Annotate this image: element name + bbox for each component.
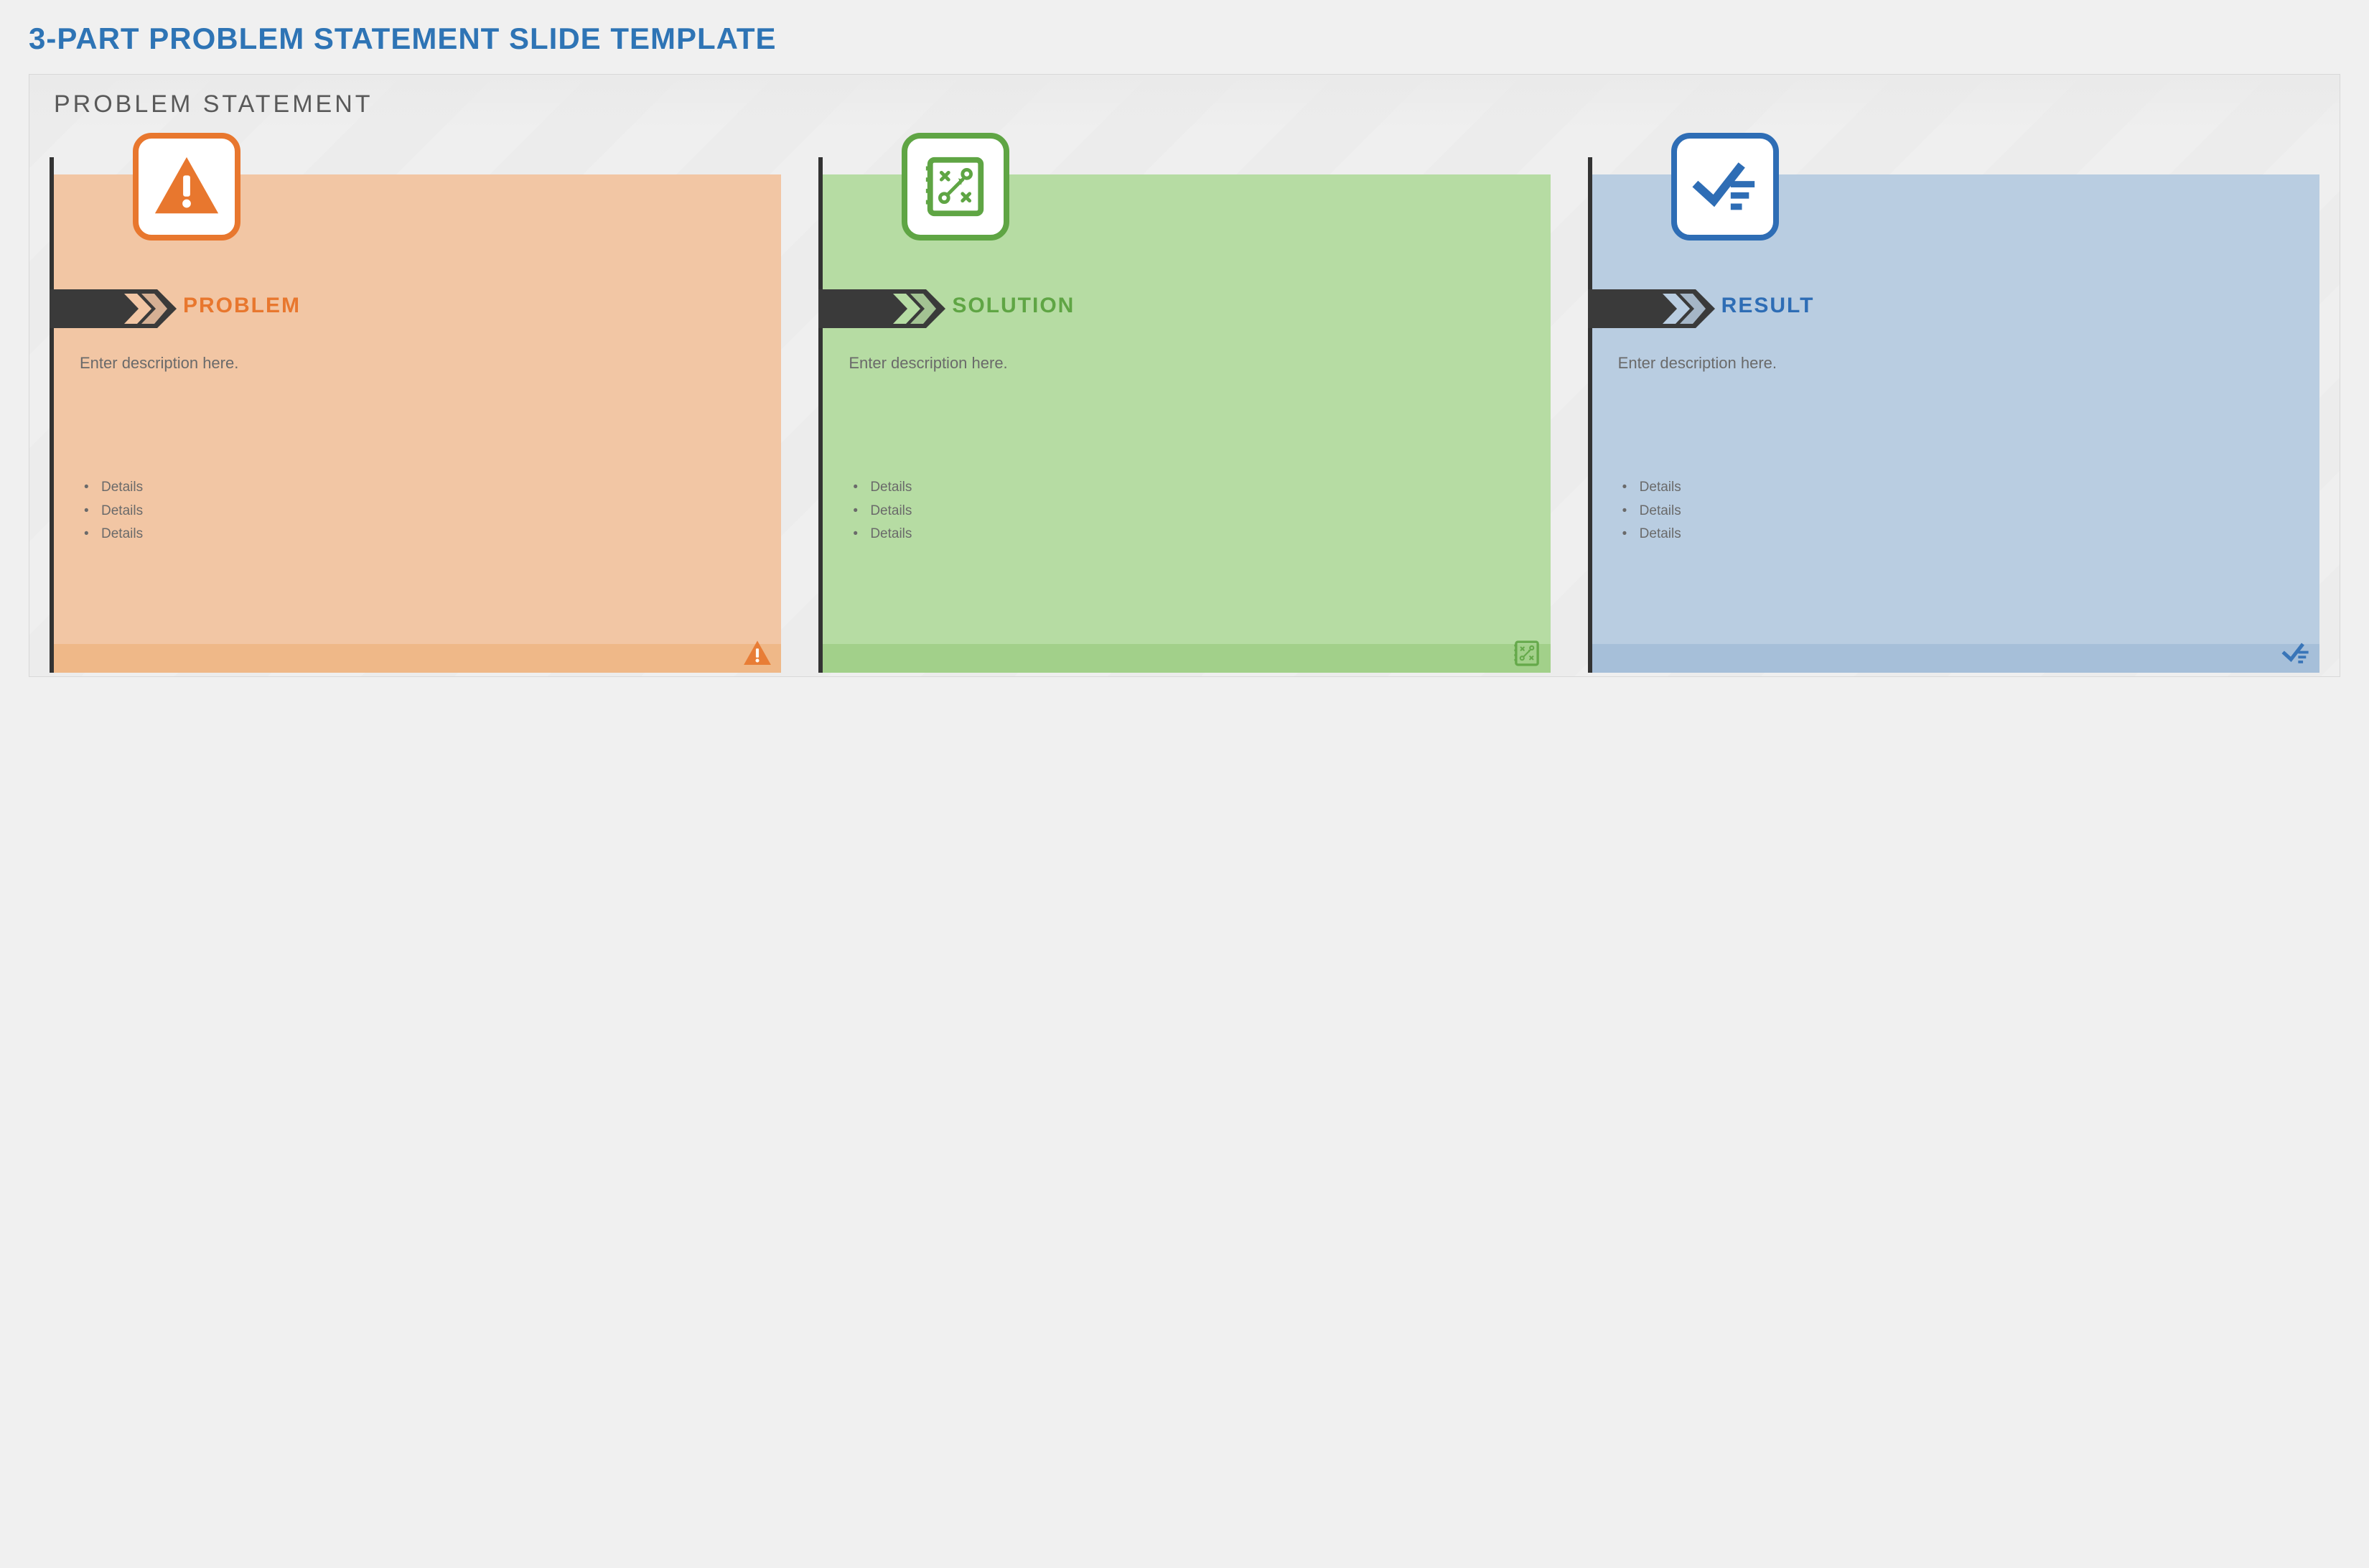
cards-row: PROBLEM Enter description here. DetailsD… xyxy=(29,129,2340,673)
card-footer xyxy=(823,644,1550,673)
card-title: PROBLEM xyxy=(183,294,301,318)
card-details-list: DetailsDetailsDetails xyxy=(849,476,1530,546)
card-details-list: DetailsDetailsDetails xyxy=(80,476,761,546)
card-problem: PROBLEM Enter description here. DetailsD… xyxy=(50,157,781,673)
card-body: PROBLEM Enter description here. DetailsD… xyxy=(54,174,781,673)
card-border: SOLUTION Enter description here. Details… xyxy=(818,157,1550,673)
card-description: Enter description here. xyxy=(80,354,761,373)
card-body: SOLUTION Enter description here. Details… xyxy=(823,174,1550,673)
card-result: RESULT Enter description here. DetailsDe… xyxy=(1588,157,2319,673)
card-border: RESULT Enter description here. DetailsDe… xyxy=(1588,157,2319,673)
card-description: Enter description here. xyxy=(1618,354,2299,373)
warning-footer-icon xyxy=(742,638,772,668)
strategy-icon xyxy=(902,133,1009,241)
card-description: Enter description here. xyxy=(849,354,1530,373)
slide-header: PROBLEM STATEMENT xyxy=(29,75,2340,129)
chevron-icon xyxy=(1663,294,1706,327)
card-footer xyxy=(54,644,781,673)
detail-item: Details xyxy=(849,523,1530,546)
detail-item: Details xyxy=(80,500,761,523)
detail-item: Details xyxy=(1618,500,2299,523)
detail-item: Details xyxy=(80,476,761,500)
chevron-icon xyxy=(893,294,936,327)
card-solution: SOLUTION Enter description here. Details… xyxy=(818,157,1550,673)
page-title: 3-PART PROBLEM STATEMENT SLIDE TEMPLATE xyxy=(29,22,2340,56)
check-icon xyxy=(1671,133,1779,241)
card-footer xyxy=(1592,644,2319,673)
detail-item: Details xyxy=(1618,523,2299,546)
card-details-list: DetailsDetailsDetails xyxy=(1618,476,2299,546)
check-footer-icon xyxy=(2281,638,2311,668)
strategy-footer-icon xyxy=(1512,638,1542,668)
detail-item: Details xyxy=(80,523,761,546)
card-title: SOLUTION xyxy=(952,294,1075,318)
chevron-icon xyxy=(124,294,167,327)
detail-item: Details xyxy=(849,476,1530,500)
warning-icon xyxy=(133,133,240,241)
card-title: RESULT xyxy=(1721,294,1815,318)
card-body: RESULT Enter description here. DetailsDe… xyxy=(1592,174,2319,673)
detail-item: Details xyxy=(849,500,1530,523)
card-border: PROBLEM Enter description here. DetailsD… xyxy=(50,157,781,673)
detail-item: Details xyxy=(1618,476,2299,500)
slide-container: PROBLEM STATEMENT PROBLEM Enter descript… xyxy=(29,74,2340,677)
